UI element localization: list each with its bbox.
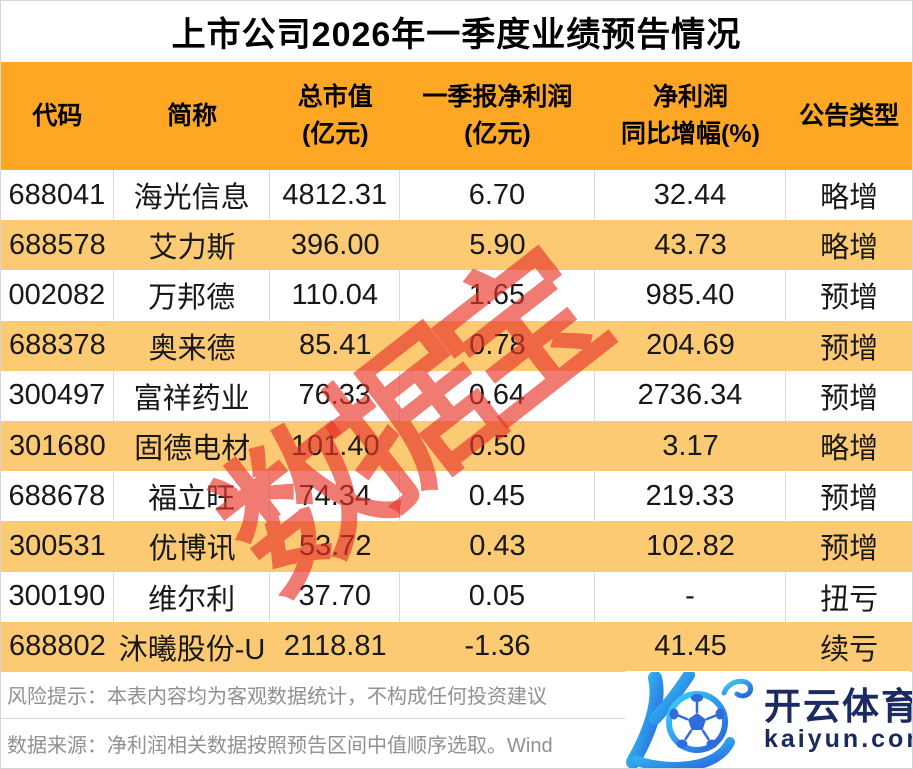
cell-yoy-growth: 219.33 (595, 471, 787, 522)
cell-yoy-growth: 204.69 (646, 329, 735, 362)
column-header-line: 净利润 (652, 83, 728, 111)
cell-yoy-growth: 43.73 (654, 228, 727, 261)
cell-forecast-type: 续亏 (820, 633, 879, 666)
cell-code: 688578 (8, 228, 106, 261)
cell-q1-profit: 0.43 (469, 529, 526, 562)
cell-q1-profit: 5.90 (469, 228, 526, 261)
kaiyun-k-soccer-ball-icon (626, 671, 754, 768)
cell-forecast-type: 预增 (820, 382, 879, 415)
column-header-line: 公告类型 (799, 101, 900, 130)
cell-name: 沐曦股份-U (118, 633, 266, 666)
cell-forecast-type: 预增 (820, 533, 879, 566)
cell-marketcap: 101.40 (290, 429, 380, 462)
cell-q1-profit: -1.36 (464, 630, 531, 663)
cell-marketcap: 4812.31 (270, 170, 401, 221)
cell-name: 万邦德 (114, 270, 271, 321)
cell-yoy-growth: - (595, 571, 787, 622)
risk-disclaimer-text: 风险提示：本表内容均为客观数据统计，不构成任何投资建议 (7, 686, 547, 709)
cell-name: 福立旺 (114, 471, 271, 522)
cell-code: 688378 (8, 329, 106, 362)
column-header-name: 简称 (114, 62, 271, 170)
cell-marketcap: 74.34 (270, 471, 401, 522)
cell-forecast-type: 预增 (820, 282, 879, 315)
column-header-line: 总市值 (297, 83, 373, 111)
column-header-line: 代码 (32, 101, 83, 130)
cell-q1-profit: 0.05 (400, 571, 595, 622)
table-row: 688802 沐曦股份-U 2118.81 -1.36 41.45 续亏 (1, 621, 912, 672)
cell-name: 固德电材 (134, 433, 251, 466)
cell-name: 富祥药业 (114, 370, 271, 421)
cell-q1-profit: 0.50 (469, 429, 526, 462)
cell-forecast-type: 略增 (820, 182, 879, 215)
table-row: 300497 富祥药业 76.33 0.64 2736.34 预增 (1, 370, 912, 421)
cell-yoy-growth: 3.17 (662, 429, 719, 462)
table-row: 300531 优博讯 53.72 0.43 102.82 预增 (1, 521, 912, 572)
cell-yoy-growth: 2736.34 (595, 370, 787, 421)
cell-forecast-type: 预增 (820, 483, 879, 516)
table-row: 688041 海光信息 4812.31 6.70 32.44 略增 (1, 170, 912, 221)
column-header-line: 同比增幅(%) (621, 120, 760, 148)
cell-q1-profit: 1.65 (400, 270, 595, 321)
cell-code: 300497 (1, 370, 114, 421)
table-row: 300190 维尔利 37.70 0.05 - 扭亏 (1, 571, 912, 622)
cell-yoy-growth: 102.82 (646, 529, 735, 562)
cell-code: 688678 (1, 471, 114, 522)
cell-code: 688802 (8, 630, 106, 663)
cell-marketcap: 110.04 (270, 270, 401, 321)
cell-code: 002082 (1, 270, 114, 321)
cell-code: 300190 (1, 571, 114, 622)
cell-forecast-type: 略增 (820, 232, 879, 265)
table-header-row: 代码 简称 总市值 (亿元) 一季报净利润 (亿元) 净利润同比增幅(%) 公告类型 (1, 62, 912, 170)
cell-yoy-growth: 32.44 (595, 170, 787, 221)
column-header-code: 代码 (1, 62, 114, 170)
column-header-marketcap: 总市值 (亿元) (270, 62, 400, 170)
cell-q1-profit: 0.78 (469, 329, 526, 362)
kaiyun-logo[interactable]: 开云体育 kaiyun.com (625, 671, 913, 768)
column-header-yoy-growth: 净利润同比增幅(%) (595, 62, 787, 170)
cell-name: 艾力斯 (148, 232, 236, 265)
cell-name: 优博讯 (148, 533, 236, 566)
cell-name: 维尔利 (114, 571, 271, 622)
kaiyun-brand-name: 开云体育 (764, 685, 913, 727)
cell-code: 300531 (8, 529, 106, 562)
kaiyun-domain: kaiyun.com (764, 724, 912, 753)
cell-forecast-type: 预增 (820, 332, 879, 365)
table-row: 688378 奥来德 85.41 0.78 204.69 预增 (1, 320, 912, 371)
cell-marketcap: 2118.81 (283, 630, 387, 663)
data-source-text: 数据来源：净利润相关数据按照预告区间中值顺序选取。Wind (7, 735, 553, 758)
kaiyun-logo-text: 开云体育 kaiyun.com (764, 685, 913, 753)
cell-name: 海光信息 (114, 170, 271, 221)
cell-forecast-type: 略增 (820, 433, 879, 466)
cell-name: 奥来德 (148, 332, 236, 365)
cell-q1-profit: 6.70 (400, 170, 595, 221)
table-row: 002082 万邦德 110.04 1.65 985.40 预增 (1, 270, 912, 321)
column-header-line: (亿元) (301, 120, 369, 148)
cell-forecast-type: 扭亏 (820, 583, 879, 616)
cell-code: 688041 (1, 170, 114, 221)
cell-yoy-growth: 985.40 (595, 270, 787, 321)
column-header-forecast-type: 公告类型 (786, 62, 912, 170)
cell-marketcap: 37.70 (270, 571, 401, 622)
title-bar: 上市公司2026年一季度业绩预告情况 (1, 1, 912, 62)
column-header-line: 简称 (167, 101, 218, 130)
table-row: 301680 固德电材 101.40 0.50 3.17 略增 (1, 420, 912, 472)
cell-marketcap: 53.72 (298, 529, 372, 562)
column-header-line: 一季报净利润 (422, 83, 573, 111)
cell-code: 301680 (8, 429, 106, 462)
table-row: 688678 福立旺 74.34 0.45 219.33 预增 (1, 471, 912, 522)
cell-q1-profit: 0.64 (400, 370, 595, 421)
page-title: 上市公司2026年一季度业绩预告情况 (171, 16, 742, 54)
table-row: 688578 艾力斯 396.00 5.90 43.73 略增 (1, 220, 912, 271)
cell-yoy-growth: 41.45 (654, 630, 727, 663)
cell-marketcap: 76.33 (270, 370, 401, 421)
cell-marketcap: 396.00 (290, 228, 380, 261)
column-header-q1-profit: 一季报净利润 (亿元) (400, 62, 595, 170)
column-header-line: (亿元) (464, 120, 531, 148)
cell-q1-profit: 0.45 (400, 471, 595, 522)
cell-marketcap: 85.41 (298, 329, 372, 362)
